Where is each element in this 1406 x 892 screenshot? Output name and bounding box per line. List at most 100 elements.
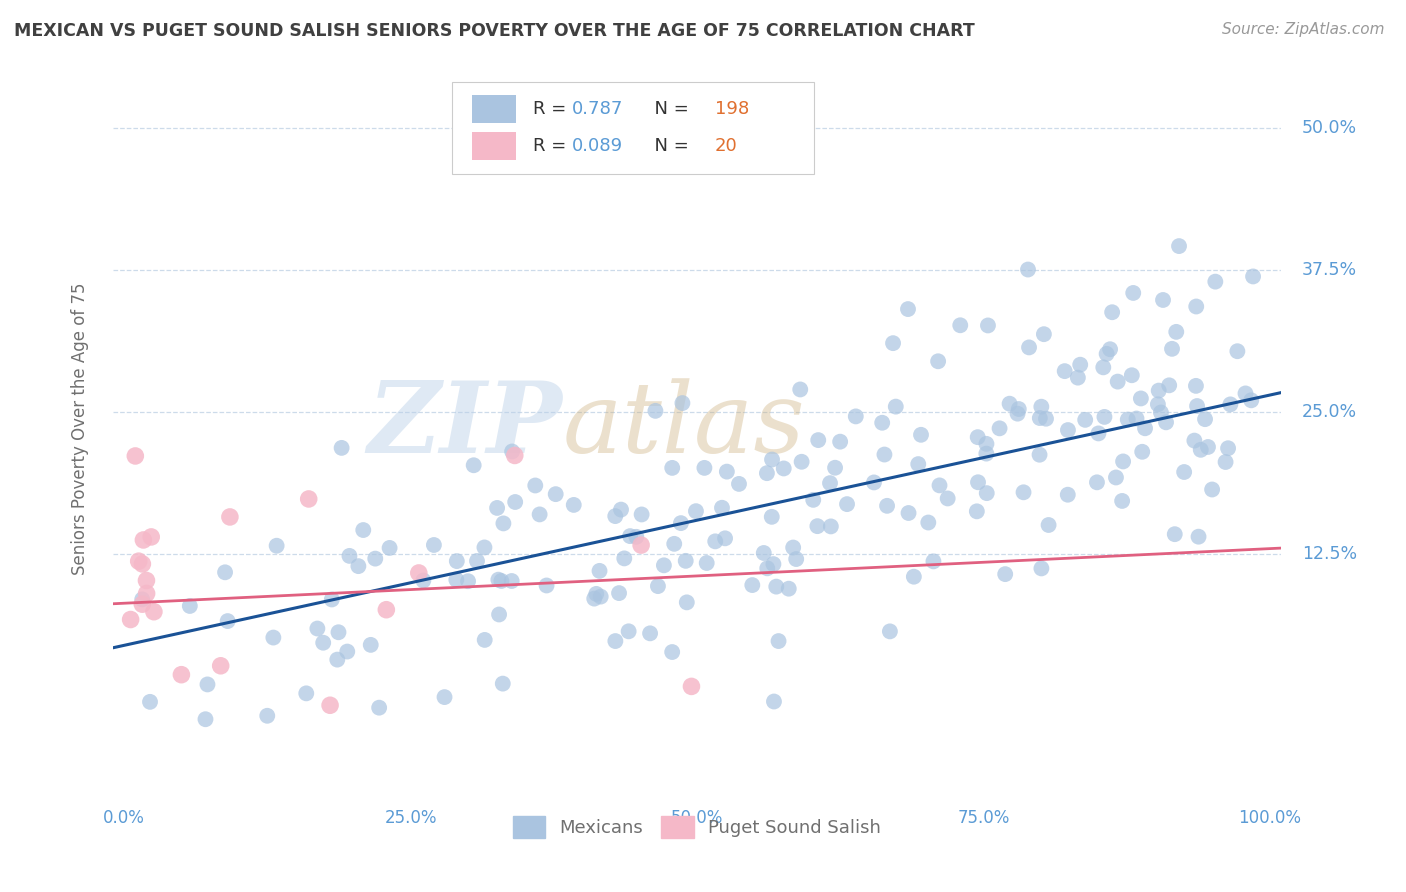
Point [194, 712, 217, 726]
Point [339, 549, 361, 563]
Point [352, 523, 374, 537]
Point [761, 509, 783, 524]
Point [131, 592, 153, 607]
Point [882, 336, 904, 351]
Point [835, 497, 858, 511]
Point [1204, 275, 1226, 289]
Point [966, 430, 988, 444]
Point [1099, 343, 1122, 357]
Point [1038, 518, 1060, 533]
Point [664, 537, 686, 551]
Point [1056, 488, 1078, 502]
Point [128, 554, 150, 568]
Point [219, 510, 242, 524]
Point [423, 538, 446, 552]
Point [503, 495, 526, 509]
Point [994, 567, 1017, 582]
Point [1197, 440, 1219, 454]
Point [132, 533, 155, 547]
Point [492, 516, 515, 531]
Point [1161, 342, 1184, 356]
Point [544, 487, 567, 501]
Point [1069, 358, 1091, 372]
Point [1150, 405, 1173, 419]
Point [1125, 411, 1147, 425]
Point [375, 603, 398, 617]
Point [681, 680, 703, 694]
Point [1187, 530, 1209, 544]
Point [321, 592, 343, 607]
Point [607, 586, 630, 600]
Point [884, 400, 907, 414]
Point [756, 561, 779, 575]
Point [704, 534, 727, 549]
Point [197, 677, 219, 691]
Point [927, 354, 949, 368]
Point [976, 486, 998, 500]
Point [845, 409, 868, 424]
Point [501, 574, 523, 588]
Point [378, 541, 401, 555]
Point [768, 634, 790, 648]
Point [1028, 448, 1050, 462]
Point [364, 551, 387, 566]
Text: 0.089: 0.089 [572, 137, 623, 155]
Point [170, 667, 193, 681]
Point [693, 461, 716, 475]
Point [728, 476, 751, 491]
Point [179, 599, 201, 613]
Point [1092, 360, 1115, 375]
Point [1105, 470, 1128, 484]
Point [1154, 415, 1177, 429]
Point [936, 491, 959, 506]
Point [457, 574, 479, 589]
Point [820, 519, 842, 533]
Point [647, 579, 669, 593]
Point [131, 557, 153, 571]
Point [1053, 364, 1076, 378]
Point [630, 508, 652, 522]
Point [765, 580, 787, 594]
Bar [471, 132, 516, 161]
Point [661, 461, 683, 475]
Point [1240, 393, 1263, 408]
Legend: Mexicans, Puget Sound Salish: Mexicans, Puget Sound Salish [506, 809, 889, 846]
Point [1121, 368, 1143, 383]
Point [262, 631, 284, 645]
Point [755, 466, 778, 480]
Text: 198: 198 [714, 100, 749, 118]
Point [873, 448, 896, 462]
Point [778, 582, 800, 596]
Point [131, 597, 153, 611]
Point [1101, 305, 1123, 319]
Point [967, 475, 990, 490]
Point [583, 591, 606, 606]
Text: MEXICAN VS PUGET SOUND SALISH SENIORS POVERTY OVER THE AGE OF 75 CORRELATION CHA: MEXICAN VS PUGET SOUND SALISH SENIORS PO… [14, 22, 974, 40]
Point [1107, 375, 1129, 389]
Point [1185, 379, 1208, 393]
Point [675, 554, 697, 568]
Point [610, 502, 633, 516]
Point [486, 573, 509, 587]
Point [120, 613, 142, 627]
Point [669, 516, 692, 530]
Point [789, 383, 811, 397]
Point [1029, 411, 1052, 425]
Point [347, 559, 370, 574]
Point [1185, 300, 1208, 314]
Point [1168, 239, 1191, 253]
Point [588, 564, 610, 578]
Point [1007, 407, 1029, 421]
Y-axis label: Seniors Poverty Over the Age of 75: Seniors Poverty Over the Age of 75 [72, 283, 89, 575]
Point [605, 634, 627, 648]
Point [626, 530, 648, 544]
Point [266, 539, 288, 553]
Point [1017, 262, 1039, 277]
Point [1111, 494, 1133, 508]
Point [1147, 384, 1170, 398]
Point [319, 698, 342, 713]
Point [830, 434, 852, 449]
Point [1241, 269, 1264, 284]
Point [1189, 442, 1212, 457]
Point [295, 686, 318, 700]
